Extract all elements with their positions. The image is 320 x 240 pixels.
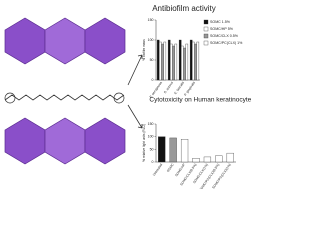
bar <box>192 158 200 163</box>
bar <box>226 152 234 163</box>
legend-swatch <box>203 40 209 46</box>
x-tick-label: SOMC <box>166 162 175 173</box>
bar <box>156 39 160 81</box>
bar <box>167 39 171 81</box>
y-tick-label: 150 <box>148 18 154 22</box>
arrows <box>127 54 143 129</box>
bar <box>189 39 193 81</box>
bar <box>161 43 164 81</box>
y-axis-label: % relative light units (RLU) <box>142 124 146 162</box>
y-axis-label: % biofilm mass <box>142 39 146 61</box>
bar <box>169 137 177 163</box>
y-tick-label: 100 <box>148 38 154 42</box>
bar <box>215 155 223 163</box>
legend-swatch <box>203 26 209 32</box>
bar <box>194 43 197 81</box>
bar <box>183 47 186 81</box>
x-tick-label: Untreated <box>152 163 163 177</box>
bar <box>159 41 162 81</box>
bar <box>185 43 189 81</box>
bar <box>181 45 184 81</box>
legend-swatch <box>203 33 209 39</box>
molecular-structures <box>4 17 126 165</box>
y-tick-label: 150 <box>148 122 154 126</box>
legend-label: SOMC/PC(CLX) 1% <box>210 41 243 45</box>
bar <box>192 41 195 81</box>
chart-title: Antibiofilm activity <box>152 4 216 13</box>
bar <box>163 41 167 81</box>
bar <box>180 139 189 163</box>
bar <box>203 156 212 163</box>
legend-label: SOMC/HP 5% <box>210 27 234 31</box>
graphical-abstract: Antibiofilm activity % biofilm mass 0 50 100… <box>4 4 251 189</box>
legend-swatch <box>203 19 209 25</box>
y-tick-label: 50 <box>150 58 154 62</box>
chart-title: Cytotoxicity on Human keratinocytes <box>149 97 251 104</box>
y-tick-label: 50 <box>150 147 154 151</box>
x-tick-label: E. faecalis <box>173 80 185 95</box>
bar <box>172 45 175 81</box>
y-tick-label: 0 <box>152 160 154 164</box>
bar <box>178 39 182 81</box>
y-tick-label: 0 <box>152 78 154 82</box>
bar <box>170 43 173 81</box>
x-tick-label: P. gingivalis <box>183 80 196 96</box>
bar <box>196 41 200 81</box>
legend-label: SOMC 1.5% <box>210 20 231 24</box>
legend-label: SOMC/CLX 0.5% <box>210 34 239 38</box>
bar <box>158 136 166 163</box>
x-tick-label: SOMC/HP <box>174 163 186 177</box>
bar <box>174 43 178 81</box>
x-tick-label: S. aureus <box>163 80 174 94</box>
y-tick-label: 100 <box>148 135 154 139</box>
